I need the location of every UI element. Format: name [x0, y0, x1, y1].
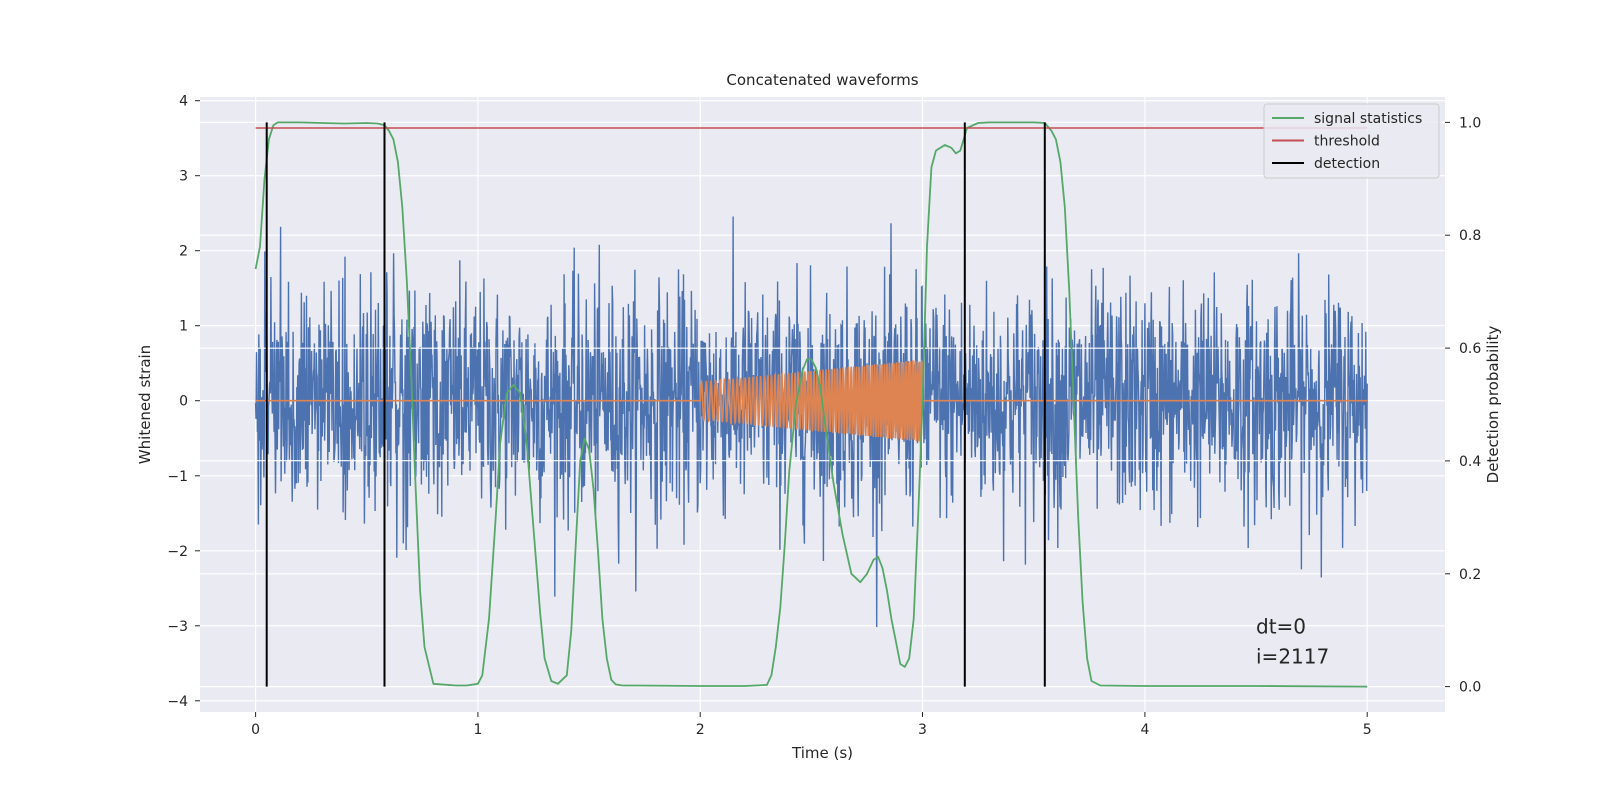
signal-statistics-line: [254, 121, 1368, 688]
x-tick-label: 4: [1140, 722, 1149, 738]
y-tick-label: −1: [167, 469, 188, 485]
x-ticks: 0 1 2 3 4 5: [251, 712, 1372, 738]
annotation-dt: dt=0: [1256, 614, 1306, 638]
y-right-tick-label: 0.8: [1459, 228, 1481, 244]
signal-statistics-series: [254, 121, 1368, 688]
annotations: dt=0 i=2117: [1256, 614, 1329, 668]
x-tick-label: 1: [473, 722, 482, 738]
strain-line: [254, 216, 1368, 628]
chart-title: Concatenated waveforms: [726, 71, 918, 89]
y-right-tick-label: 1.0: [1459, 115, 1481, 131]
y-tick-label: −4: [167, 694, 188, 710]
y-axis-label-right: Detection probability: [1484, 326, 1502, 484]
legend-label-signal-statistics: signal statistics: [1314, 111, 1422, 127]
legend-box: [1263, 103, 1440, 179]
y-axis-label-left: Whitened strain: [136, 345, 154, 464]
chirp-line: [255, 358, 1368, 442]
chirp-series: [255, 358, 1368, 442]
legend-label-threshold: threshold: [1314, 134, 1380, 150]
y-right-tick-label: 0.6: [1459, 341, 1481, 357]
reference-lines: [255, 347, 1368, 462]
y-tick-label: −3: [167, 619, 188, 635]
y-tick-label: 4: [179, 94, 188, 110]
x-axis-label: Time (s): [791, 744, 853, 762]
legend: signal statistics threshold detection: [1263, 103, 1440, 179]
strain-series: [254, 216, 1368, 628]
y-tick-label: 2: [179, 244, 188, 260]
detection-series: [265, 122, 1046, 687]
y-right-tick-label: 0.2: [1459, 567, 1481, 583]
y-right-tick-label: 0.0: [1459, 680, 1481, 696]
annotation-index: i=2117: [1256, 644, 1329, 668]
y-right-tick-label: 0.4: [1459, 454, 1481, 470]
legend-label-detection: detection: [1314, 156, 1380, 172]
y-tick-label: 3: [179, 169, 188, 185]
y-tick-label: 1: [179, 319, 188, 335]
x-tick-label: 3: [918, 722, 927, 738]
x-tick-label: 0: [251, 722, 260, 738]
y-ticks-left: −4 −3 −2 −1 0 1 2 3 4: [167, 94, 200, 710]
y-ticks-right: 0.0 0.2 0.4 0.6 0.8 1.0: [1445, 115, 1481, 696]
x-tick-label: 5: [1363, 722, 1372, 738]
y-tick-label: −2: [167, 544, 188, 560]
y-tick-label: 0: [179, 394, 188, 410]
x-tick-label: 2: [696, 722, 705, 738]
